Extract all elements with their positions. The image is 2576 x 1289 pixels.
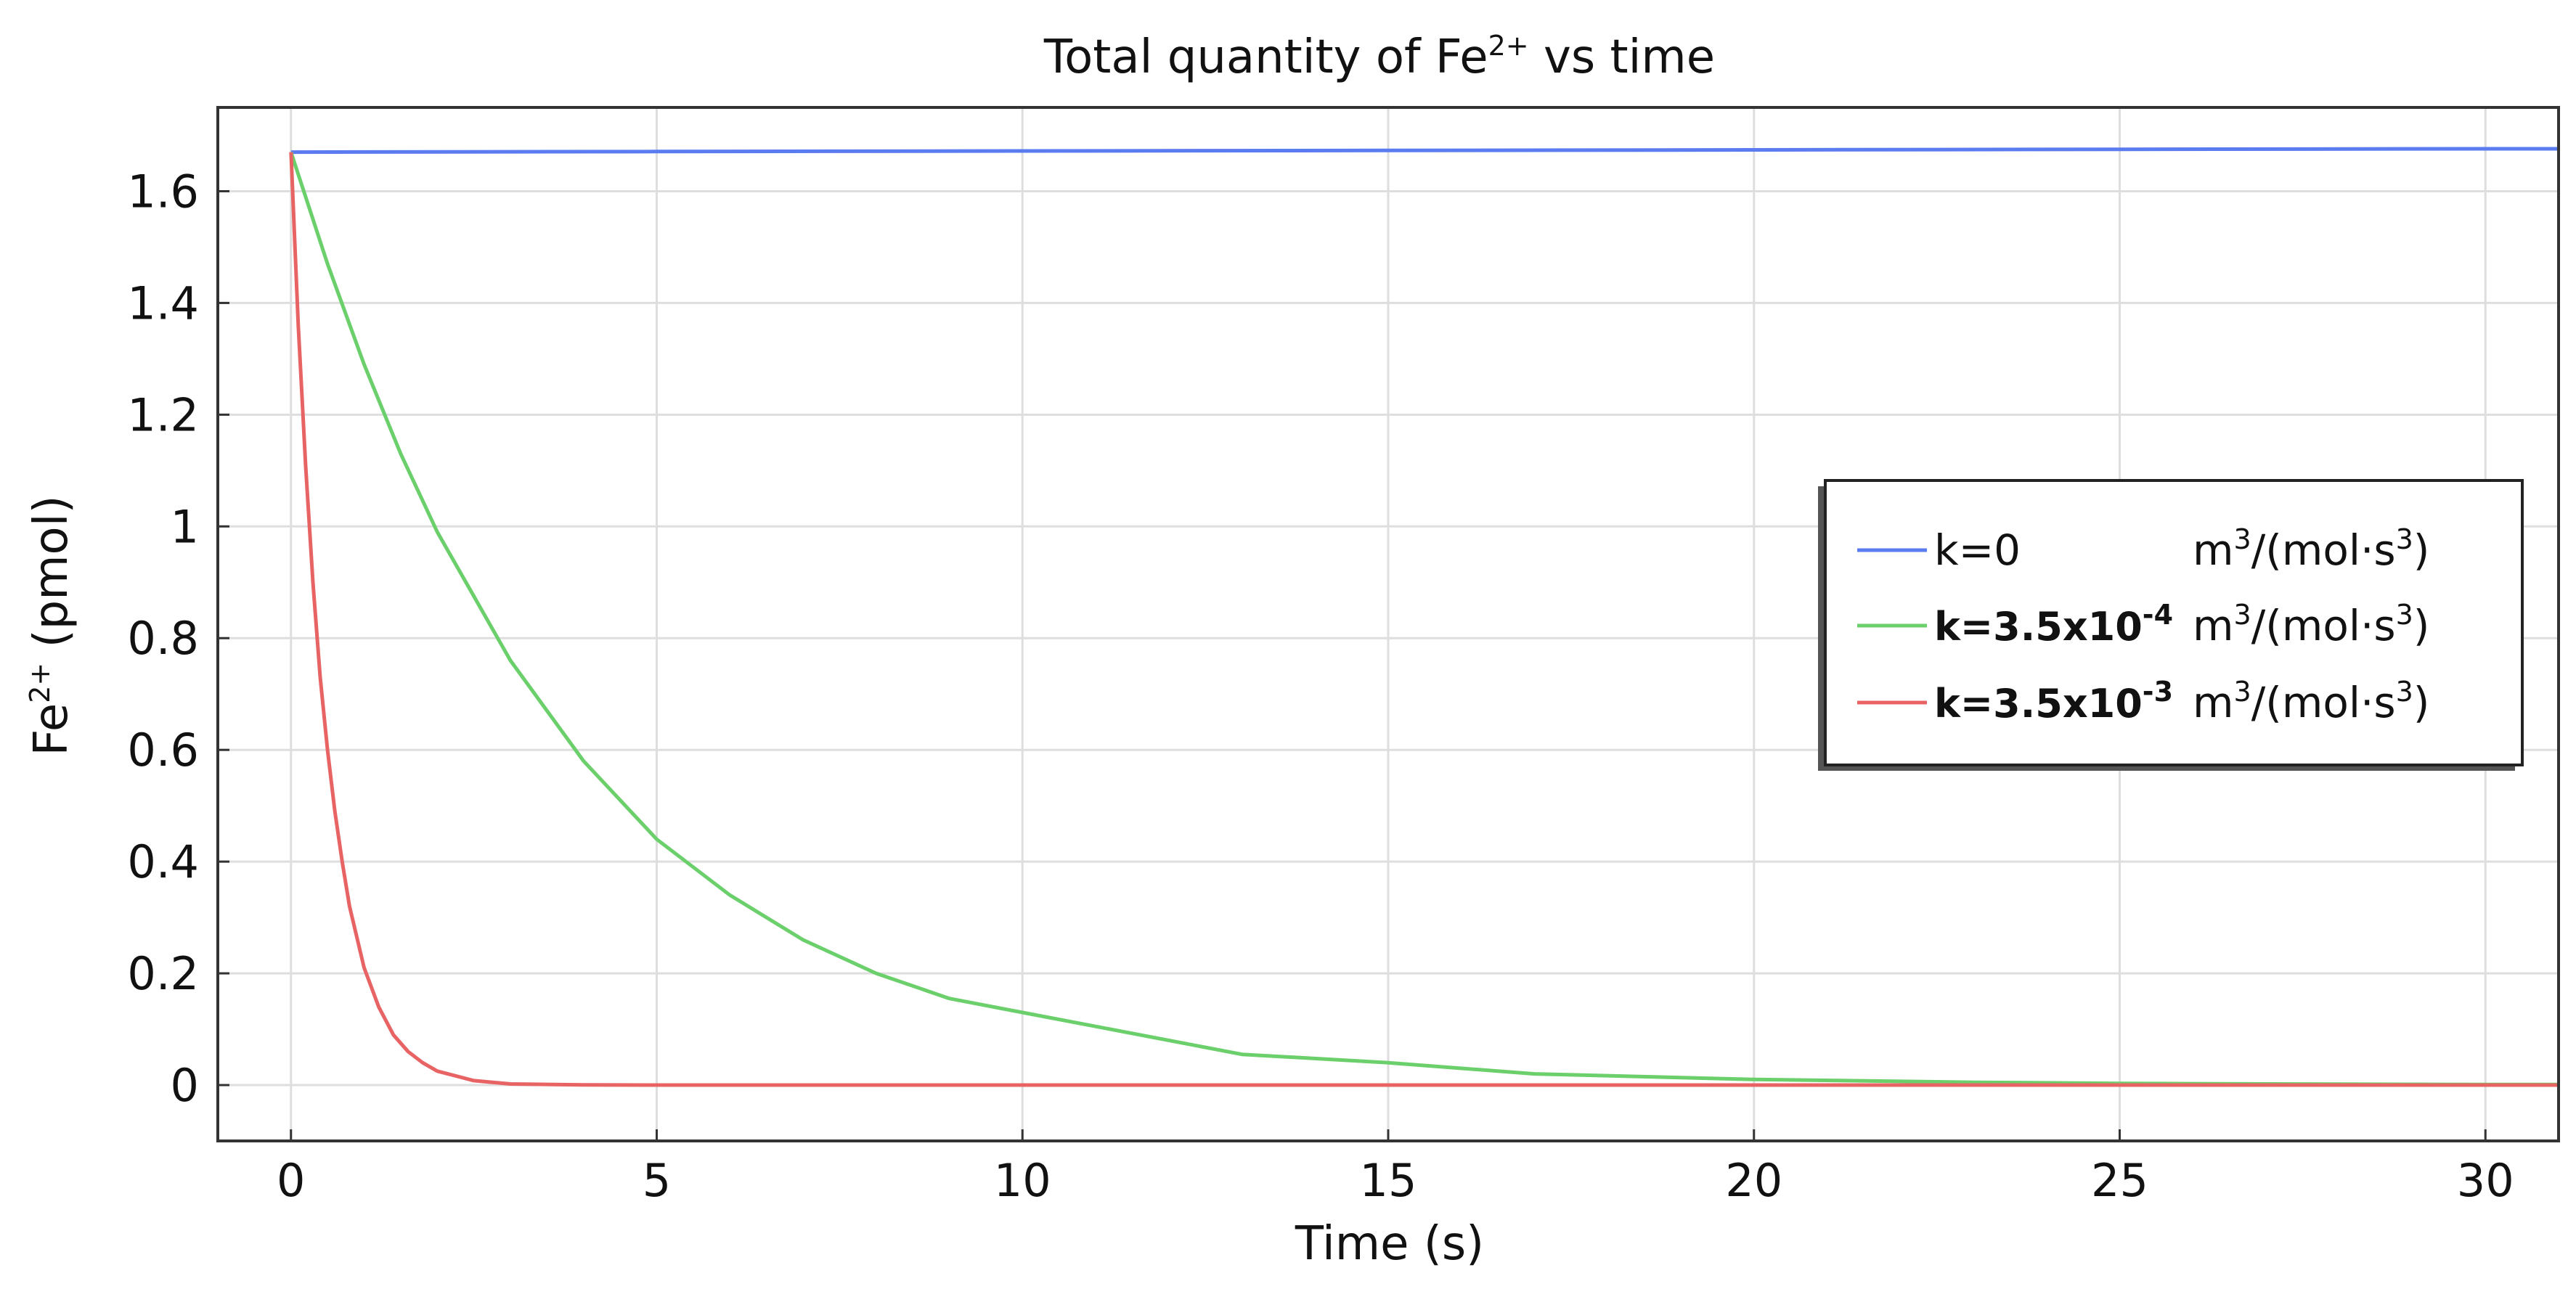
- legend-unit: m3/(mol·s3): [2193, 599, 2429, 650]
- x-tick-label: 30: [2457, 1154, 2514, 1207]
- legend-box: [1824, 479, 2524, 766]
- legend-label: k=0: [1934, 525, 2021, 575]
- x-tick-label: 10: [994, 1154, 1051, 1207]
- series-lines: [289, 147, 2559, 1087]
- x-tick-label: 25: [2091, 1154, 2148, 1207]
- y-tick-label: 1: [171, 500, 199, 553]
- y-tick-label: 1.2: [127, 388, 199, 441]
- x-axis-label: Time (s): [1295, 1217, 1484, 1271]
- y-tick-label: 0: [171, 1059, 199, 1112]
- legend-unit: m3/(mol·s3): [2193, 523, 2429, 575]
- legend-unit: m3/(mol·s3): [2193, 676, 2429, 727]
- legend-entry: k=3.5x10-3 m3/(mol·s3): [1857, 676, 2429, 727]
- series-line-k-3-5e-3: [289, 152, 2559, 1087]
- legend-entry: k=3.5x10-4 m3/(mol·s3): [1857, 599, 2429, 650]
- legend-label: k=3.5x10-4: [1934, 599, 2173, 650]
- y-tick-label: 0.6: [127, 724, 199, 777]
- chart-title: Total quantity of Fe2+ vs time: [1043, 30, 1715, 84]
- series-line-k-3-5e-4: [289, 151, 2559, 1087]
- y-tick-label: 1.6: [127, 165, 199, 218]
- y-tick-label: 0.8: [127, 612, 199, 665]
- legend-label: k=3.5x10-3: [1934, 676, 2173, 727]
- x-tick-label: 20: [1725, 1154, 1782, 1207]
- y-tick-label: 1.4: [127, 277, 199, 330]
- legend: k=0 m3/(mol·s3) k=3.5x10-4 m3/(mol·s3) k…: [1818, 479, 2524, 771]
- y-tick-label: 0.2: [127, 947, 199, 1000]
- y-tick-label: 0.4: [127, 835, 199, 888]
- ticks: 0 5 10 15 20 25 30 0 0.2 0.4 0.6 0.8 1 1.2 1.4 1.6: [127, 165, 2514, 1207]
- legend-entry: k=0 m3/(mol·s3): [1857, 523, 2429, 575]
- y-axis-label: Fe2+ (pmol): [24, 496, 78, 756]
- series-line-k-0: [290, 147, 2559, 155]
- x-tick-label: 15: [1360, 1154, 1417, 1207]
- x-tick-label: 5: [643, 1154, 671, 1207]
- x-tick-label: 0: [277, 1154, 305, 1207]
